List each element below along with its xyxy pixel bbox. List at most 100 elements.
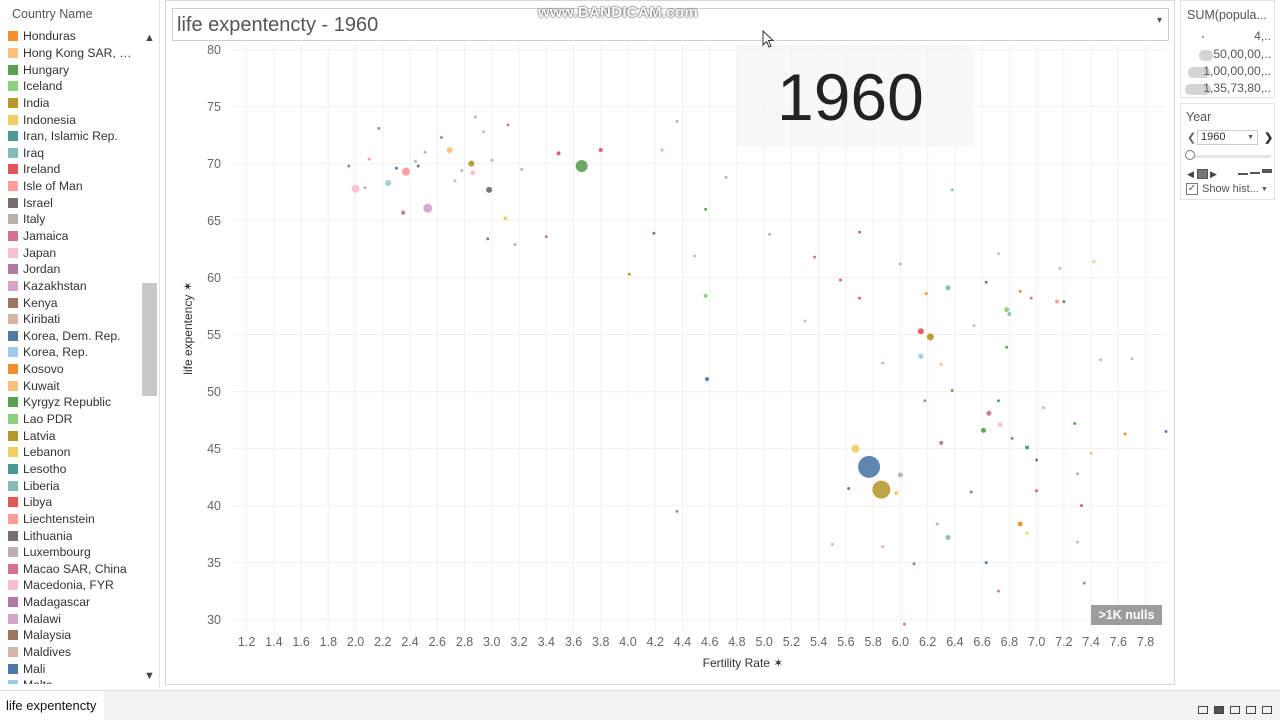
year-select[interactable]: 1960 ▼ [1197, 130, 1258, 145]
legend-item[interactable]: Liechtenstein [8, 511, 140, 528]
chart-panel: life expentencty - 1960 ▾ [165, 0, 1175, 685]
size-legend-row: 1,35,73,80,.. [1185, 81, 1273, 97]
legend-item[interactable]: Kosovo [8, 361, 140, 378]
legend-item[interactable]: Macedonia, FYR [8, 577, 140, 594]
speed-fast-icon[interactable] [1262, 169, 1272, 173]
legend-item[interactable]: Lao PDR [8, 411, 140, 428]
data-point [858, 230, 862, 234]
chevron-left-icon[interactable]: ❮ [1187, 132, 1197, 144]
legend-item[interactable]: Kyrgyz Republic [8, 394, 140, 411]
legend-item[interactable]: Lebanon [8, 444, 140, 461]
speed-slow-icon[interactable] [1238, 169, 1248, 175]
data-point [520, 167, 524, 171]
data-point [513, 243, 517, 247]
scatter-plot: 1.2 1.4 1.6 1.8 2.0 2.2 2.4 2.6 2.8 3.0 3.2 3.4 3.6 3… [181, 43, 1168, 670]
data-point [693, 254, 697, 258]
legend-item[interactable]: Jamaica [8, 228, 140, 245]
playback-speed-control[interactable] [1238, 169, 1272, 179]
legend-item[interactable]: Lesotho [8, 461, 140, 478]
legend-item[interactable]: Iraq [8, 144, 140, 161]
data-point [984, 561, 988, 565]
legend-item[interactable]: Indonesia [8, 111, 140, 128]
legend-swatch [8, 97, 18, 108]
legend-item[interactable]: Hong Kong SAR, Ch.. [8, 45, 140, 62]
legend-item[interactable]: Israel [8, 194, 140, 211]
stop-icon[interactable] [1197, 169, 1208, 179]
data-point [1073, 422, 1077, 426]
legend-item[interactable]: Malta [8, 677, 140, 684]
mouse-cursor-icon [762, 29, 775, 53]
data-point [460, 169, 464, 173]
legend-item[interactable]: Macao SAR, China [8, 561, 140, 578]
legend-item[interactable]: Ireland [8, 161, 140, 178]
next-sheet-icon[interactable] [1230, 706, 1240, 714]
legend-item[interactable]: Latvia [8, 427, 140, 444]
speed-medium-icon[interactable] [1250, 169, 1260, 174]
legend-item[interactable]: Kenya [8, 294, 140, 311]
data-point [1004, 307, 1010, 313]
y-tick-label: 30 [207, 613, 221, 627]
legend-label: Liberia [23, 478, 60, 493]
legend-item[interactable]: Liberia [8, 477, 140, 494]
year-slider-track[interactable] [1189, 155, 1271, 158]
prev-sheet-icon[interactable] [1214, 706, 1224, 714]
data-point [851, 444, 860, 453]
data-point [506, 123, 510, 127]
data-point [898, 262, 902, 266]
legend-item[interactable]: Korea, Dem. Rep. [8, 328, 140, 345]
legend-item[interactable]: Jordan [8, 261, 140, 278]
legend-item[interactable]: Kiribati [8, 311, 140, 328]
legend-item[interactable]: Libya [8, 494, 140, 511]
legend-item[interactable]: Malawi [8, 610, 140, 627]
last-sheet-icon[interactable] [1246, 706, 1256, 714]
legend-swatch [8, 513, 18, 524]
scroll-down-icon[interactable]: ▼ [144, 670, 155, 682]
legend-item[interactable]: Isle of Man [8, 178, 140, 195]
chart-title-box[interactable]: life expentencty - 1960 ▾ [172, 8, 1169, 41]
legend-item[interactable]: Korea, Rep. [8, 344, 140, 361]
legend-item[interactable]: Hungary [8, 61, 140, 78]
legend-item[interactable]: Kuwait [8, 377, 140, 394]
year-select-value: 1960 [1201, 131, 1226, 143]
play-icon[interactable]: ▶ [1210, 169, 1217, 179]
legend-item[interactable]: Lithuania [8, 527, 140, 544]
legend-item[interactable]: Iran, Islamic Rep. [8, 128, 140, 145]
data-point [1055, 299, 1060, 304]
color-legend: Country Name Honduras Hong Kong SAR, Ch..… [0, 0, 160, 688]
data-point [984, 280, 988, 284]
year-slider-handle[interactable] [1185, 150, 1195, 160]
sheet-tab[interactable]: life expentencty [0, 691, 104, 721]
scroll-thumb[interactable] [142, 283, 157, 396]
data-point [598, 148, 603, 153]
grid-view-icon[interactable] [1262, 706, 1272, 714]
x-tick-label: 6.6 [973, 635, 990, 649]
legend-label: Iran, Islamic Rep. [23, 129, 118, 144]
legend-item[interactable]: Italy [8, 211, 140, 228]
legend-item[interactable]: Malaysia [8, 627, 140, 644]
legend-label: Libya [23, 495, 53, 510]
chevron-right-icon[interactable]: ❯ [1264, 132, 1274, 144]
legend-item[interactable]: Mali [8, 660, 140, 677]
scroll-up-icon[interactable]: ▲ [144, 32, 155, 44]
data-point [704, 207, 708, 211]
show-history-checkbox[interactable]: ✓ [1186, 183, 1198, 195]
legend-item[interactable]: India [8, 95, 140, 112]
data-point [917, 328, 924, 335]
legend-scrollbar[interactable]: ▲ ▼ [141, 28, 158, 684]
legend-item[interactable]: Madagascar [8, 594, 140, 611]
legend-item[interactable]: Maldives [8, 644, 140, 661]
legend-label: Lesotho [23, 461, 67, 476]
legend-item[interactable]: Japan [8, 244, 140, 261]
show-history-toggle[interactable]: ✓ Show hist... ▼ [1186, 183, 1268, 195]
first-sheet-icon[interactable] [1198, 706, 1208, 714]
chevron-down-icon[interactable]: ▼ [1260, 185, 1268, 193]
legend-item[interactable]: Kazakhstan [8, 278, 140, 295]
legend-item[interactable]: Luxembourg [8, 544, 140, 561]
step-back-icon[interactable]: ◀ [1187, 169, 1194, 179]
legend-swatch [8, 147, 18, 158]
legend-item[interactable]: Honduras [8, 28, 140, 45]
nulls-badge[interactable]: >1K nulls [1091, 605, 1162, 625]
chevron-down-icon[interactable]: ▾ [1156, 15, 1162, 26]
x-tick-label: 3.4 [538, 635, 555, 649]
legend-item[interactable]: Iceland [8, 78, 140, 95]
